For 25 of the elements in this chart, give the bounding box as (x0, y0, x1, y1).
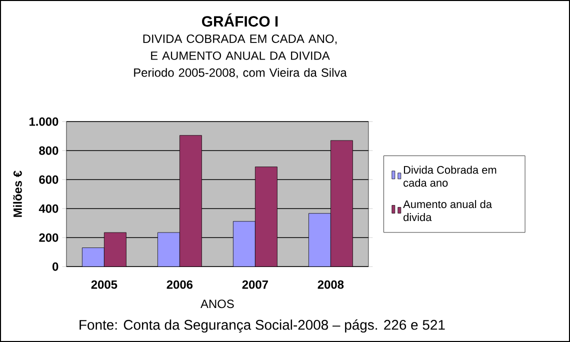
x-tick-label: 2007 (242, 280, 268, 289)
bar (308, 213, 331, 267)
bar (254, 166, 278, 267)
y-tick-label: 0 (52, 262, 58, 271)
y-tick-label: 1.000 (30, 117, 58, 126)
x-tick-label: 2006 (166, 280, 193, 289)
y-tick-label: 200 (39, 233, 58, 242)
bar (330, 140, 353, 267)
bar (104, 232, 126, 267)
bar (157, 232, 180, 267)
y-tick-label: 800 (39, 146, 58, 155)
y-axis-title: Milões € (13, 170, 22, 217)
bar (179, 135, 202, 267)
y-tick-label: 600 (39, 175, 58, 184)
legend-label: Aumento anual da divida (403, 200, 492, 222)
chart-title: GRÁFICO I (202, 13, 278, 27)
bar (232, 221, 256, 267)
x-tick-label: 2008 (318, 280, 344, 289)
x-tick-label: 2005 (91, 280, 118, 289)
chart-subtitle: DIVIDA COBRADA EM CADA ANO, E AUMENTO ANUAL DA DIVIDA Periodo 2005-2008, com Vieira da Silva (134, 34, 347, 78)
source-note: Fonte: Conta da Segurança Social-2008 – págs. 226 e 521 (80, 319, 445, 333)
bar (82, 248, 104, 267)
y-tick-label: 400 (38, 204, 58, 213)
legend-label: Divida Cobrada em cada ano (404, 166, 496, 187)
x-axis-title: ANOS (200, 300, 234, 308)
